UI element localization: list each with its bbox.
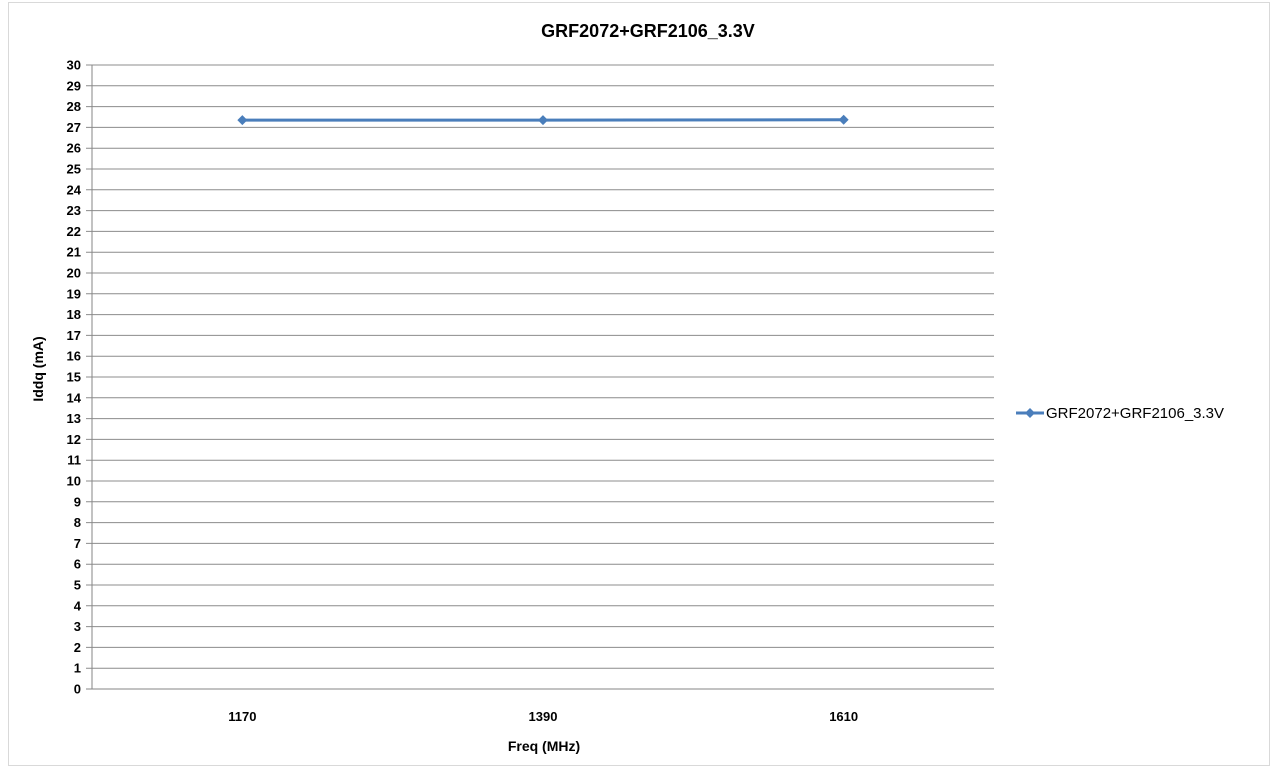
y-tick-label: 15: [67, 370, 81, 385]
y-tick-label: 0: [74, 682, 81, 697]
line-chart: GRF2072+GRF2106_3.3V 0123456789101112131…: [9, 3, 1271, 767]
data-point-marker: [839, 115, 849, 125]
y-tick-label: 5: [74, 578, 81, 593]
series-layer: [237, 115, 848, 125]
y-tick-label: 4: [74, 598, 82, 613]
x-tick-label: 1610: [829, 709, 858, 724]
y-tick-label: 14: [67, 390, 82, 405]
y-tick-label: 12: [67, 432, 81, 447]
x-axis-title: Freq (MHz): [508, 738, 580, 754]
y-tick-label: 1: [74, 661, 81, 676]
x-axis-ticks: 1170 1390 1610: [228, 709, 858, 724]
y-tick-label: 7: [74, 536, 81, 551]
y-tick-label: 22: [67, 224, 81, 239]
x-tick-label: 1390: [529, 709, 558, 724]
y-tick-label: 10: [67, 474, 81, 489]
legend: GRF2072+GRF2106_3.3V: [1016, 405, 1224, 422]
chart-title: GRF2072+GRF2106_3.3V: [541, 21, 755, 41]
y-tick-label: 3: [74, 619, 81, 634]
data-point-marker: [237, 115, 247, 125]
y-tick-label: 19: [67, 286, 81, 301]
y-tick-label: 20: [67, 266, 81, 281]
y-tick-label: 21: [67, 245, 81, 260]
y-tick-label: 16: [67, 349, 81, 364]
legend-marker: [1025, 408, 1035, 418]
y-tick-label: 8: [74, 515, 81, 530]
y-tick-label: 2: [74, 640, 81, 655]
y-tick-label: 24: [67, 182, 82, 197]
y-tick-label: 18: [67, 307, 81, 322]
legend-swatch: [1016, 408, 1044, 418]
y-tick-label: 13: [67, 411, 81, 426]
y-tick-label: 17: [67, 328, 81, 343]
gridlines: [86, 65, 994, 689]
y-tick-label: 27: [67, 120, 81, 135]
y-tick-label: 25: [67, 162, 81, 177]
legend-label: GRF2072+GRF2106_3.3V: [1046, 405, 1224, 422]
y-tick-label: 30: [67, 58, 81, 73]
data-point-marker: [538, 115, 548, 125]
y-tick-label: 11: [67, 453, 81, 468]
y-axis-ticks: 0123456789101112131415161718192021222324…: [67, 58, 82, 697]
y-tick-label: 29: [67, 78, 81, 93]
y-tick-label: 23: [67, 203, 81, 218]
y-axis-title: Iddq (mA): [30, 336, 46, 401]
x-tick-label: 1170: [228, 709, 256, 724]
y-tick-label: 6: [74, 557, 81, 572]
y-tick-label: 28: [67, 99, 81, 114]
y-tick-label: 26: [67, 141, 81, 156]
y-tick-label: 9: [74, 494, 81, 509]
